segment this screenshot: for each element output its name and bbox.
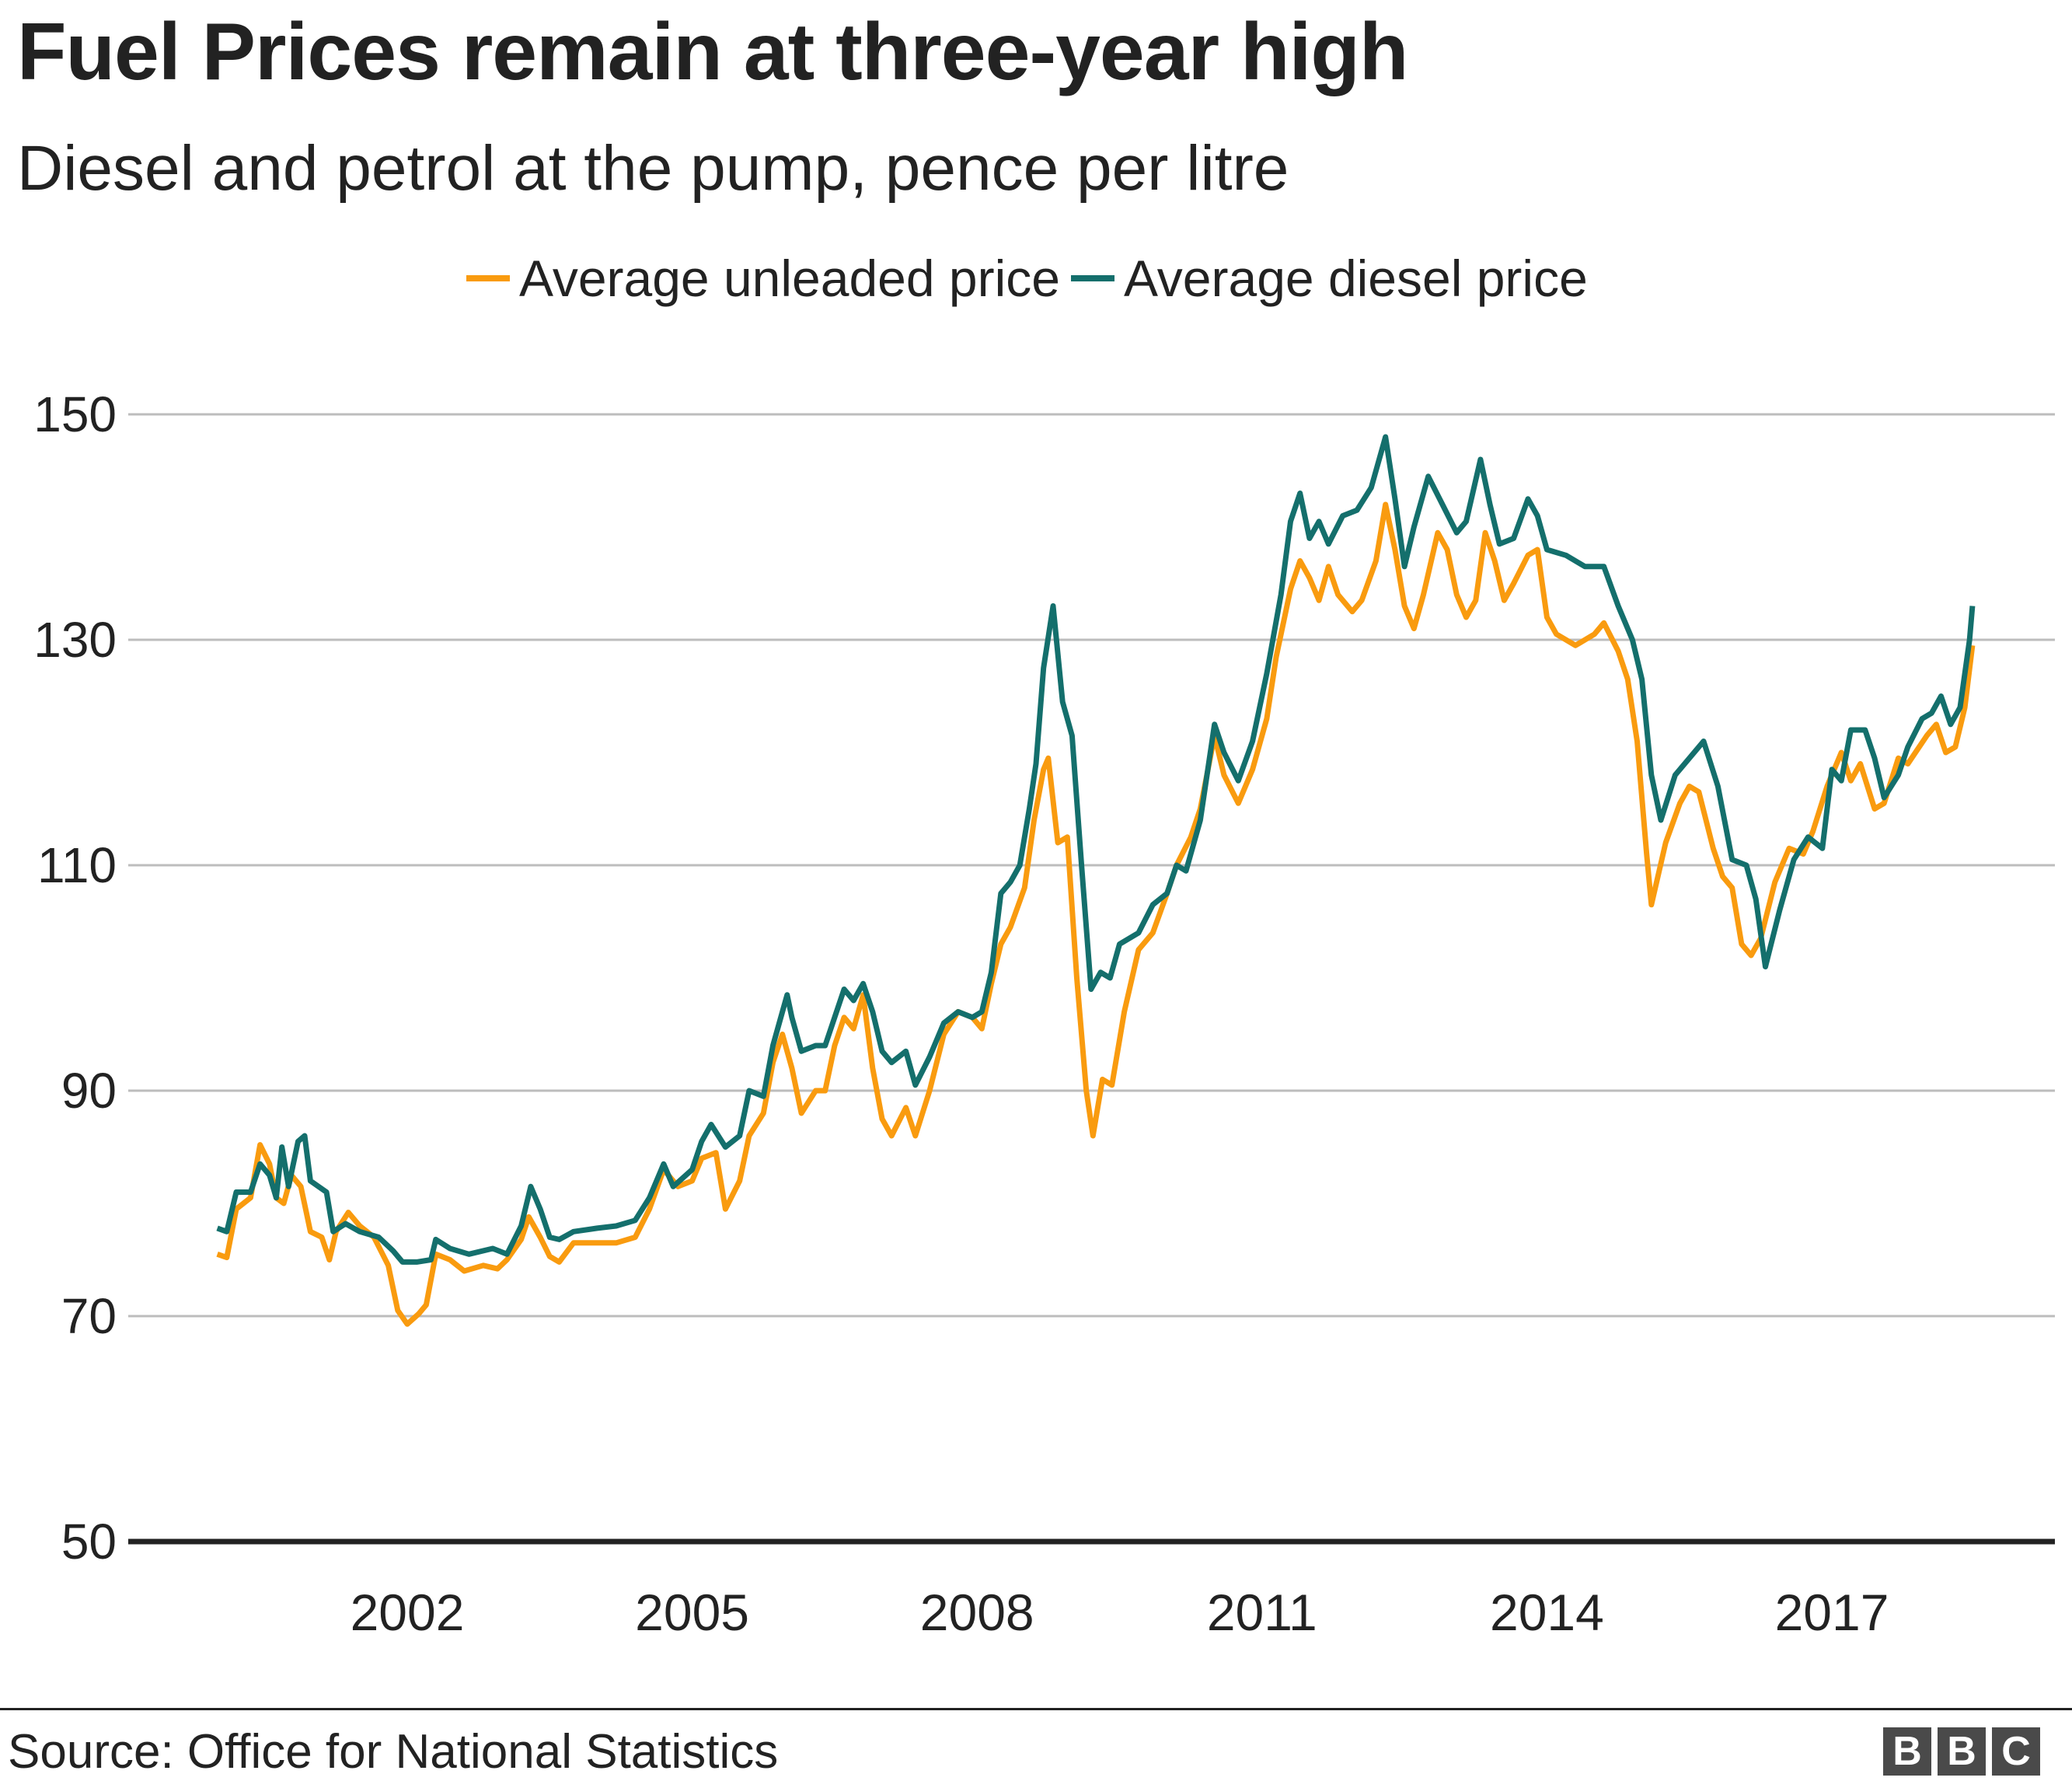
line-chart: 50 70 90 110 130 150 2002 2005 2008 2011 2014 2017 <box>33 386 2055 1641</box>
y-axis-ticks: 50 70 90 110 130 150 <box>33 386 117 1570</box>
bbc-logo-c: C <box>1992 1727 2040 1776</box>
bbc-logo-b1: B <box>1883 1727 1931 1776</box>
legend-item-unleaded: Average unleaded price <box>466 249 1060 308</box>
legend: Average unleaded price Average diesel pr… <box>466 247 1599 309</box>
x-tick-label: 2008 <box>920 1584 1034 1641</box>
footer-divider <box>0 1708 2072 1710</box>
x-axis-ticks: 2002 2005 2008 2011 2014 2017 <box>351 1584 1889 1641</box>
x-tick-label: 2017 <box>1775 1584 1889 1641</box>
bbc-logo: B B C <box>1883 1727 2040 1776</box>
gridlines <box>128 413 2055 1545</box>
y-tick-label: 70 <box>61 1288 117 1344</box>
y-tick-label: 110 <box>37 837 117 893</box>
legend-label-diesel: Average diesel price <box>1123 250 1588 307</box>
series-lines <box>216 434 1976 1327</box>
y-tick-label: 130 <box>33 612 117 668</box>
chart-title: Fuel Prices remain at three-year high <box>17 7 1408 97</box>
y-tick-label: 50 <box>61 1514 117 1570</box>
x-tick-label: 2005 <box>635 1584 749 1641</box>
y-tick-label: 150 <box>33 386 117 442</box>
legend-swatch-diesel <box>1070 275 1114 281</box>
legend-item-diesel: Average diesel price <box>1070 249 1588 308</box>
x-tick-label: 2002 <box>351 1584 465 1641</box>
chart-subtitle: Diesel and petrol at the pump, pence per… <box>17 133 1289 204</box>
y-tick-label: 90 <box>61 1063 117 1119</box>
series-line-unleaded <box>216 501 1976 1327</box>
source-note: Source: Office for National Statistics <box>8 1725 779 1779</box>
x-tick-label: 2011 <box>1207 1584 1317 1641</box>
series-line-diesel <box>216 434 1976 1265</box>
legend-label-unleaded: Average unleaded price <box>519 250 1060 307</box>
bbc-logo-b2: B <box>1938 1727 1986 1776</box>
x-tick-label: 2014 <box>1490 1584 1604 1641</box>
legend-swatch-unleaded <box>466 275 510 281</box>
